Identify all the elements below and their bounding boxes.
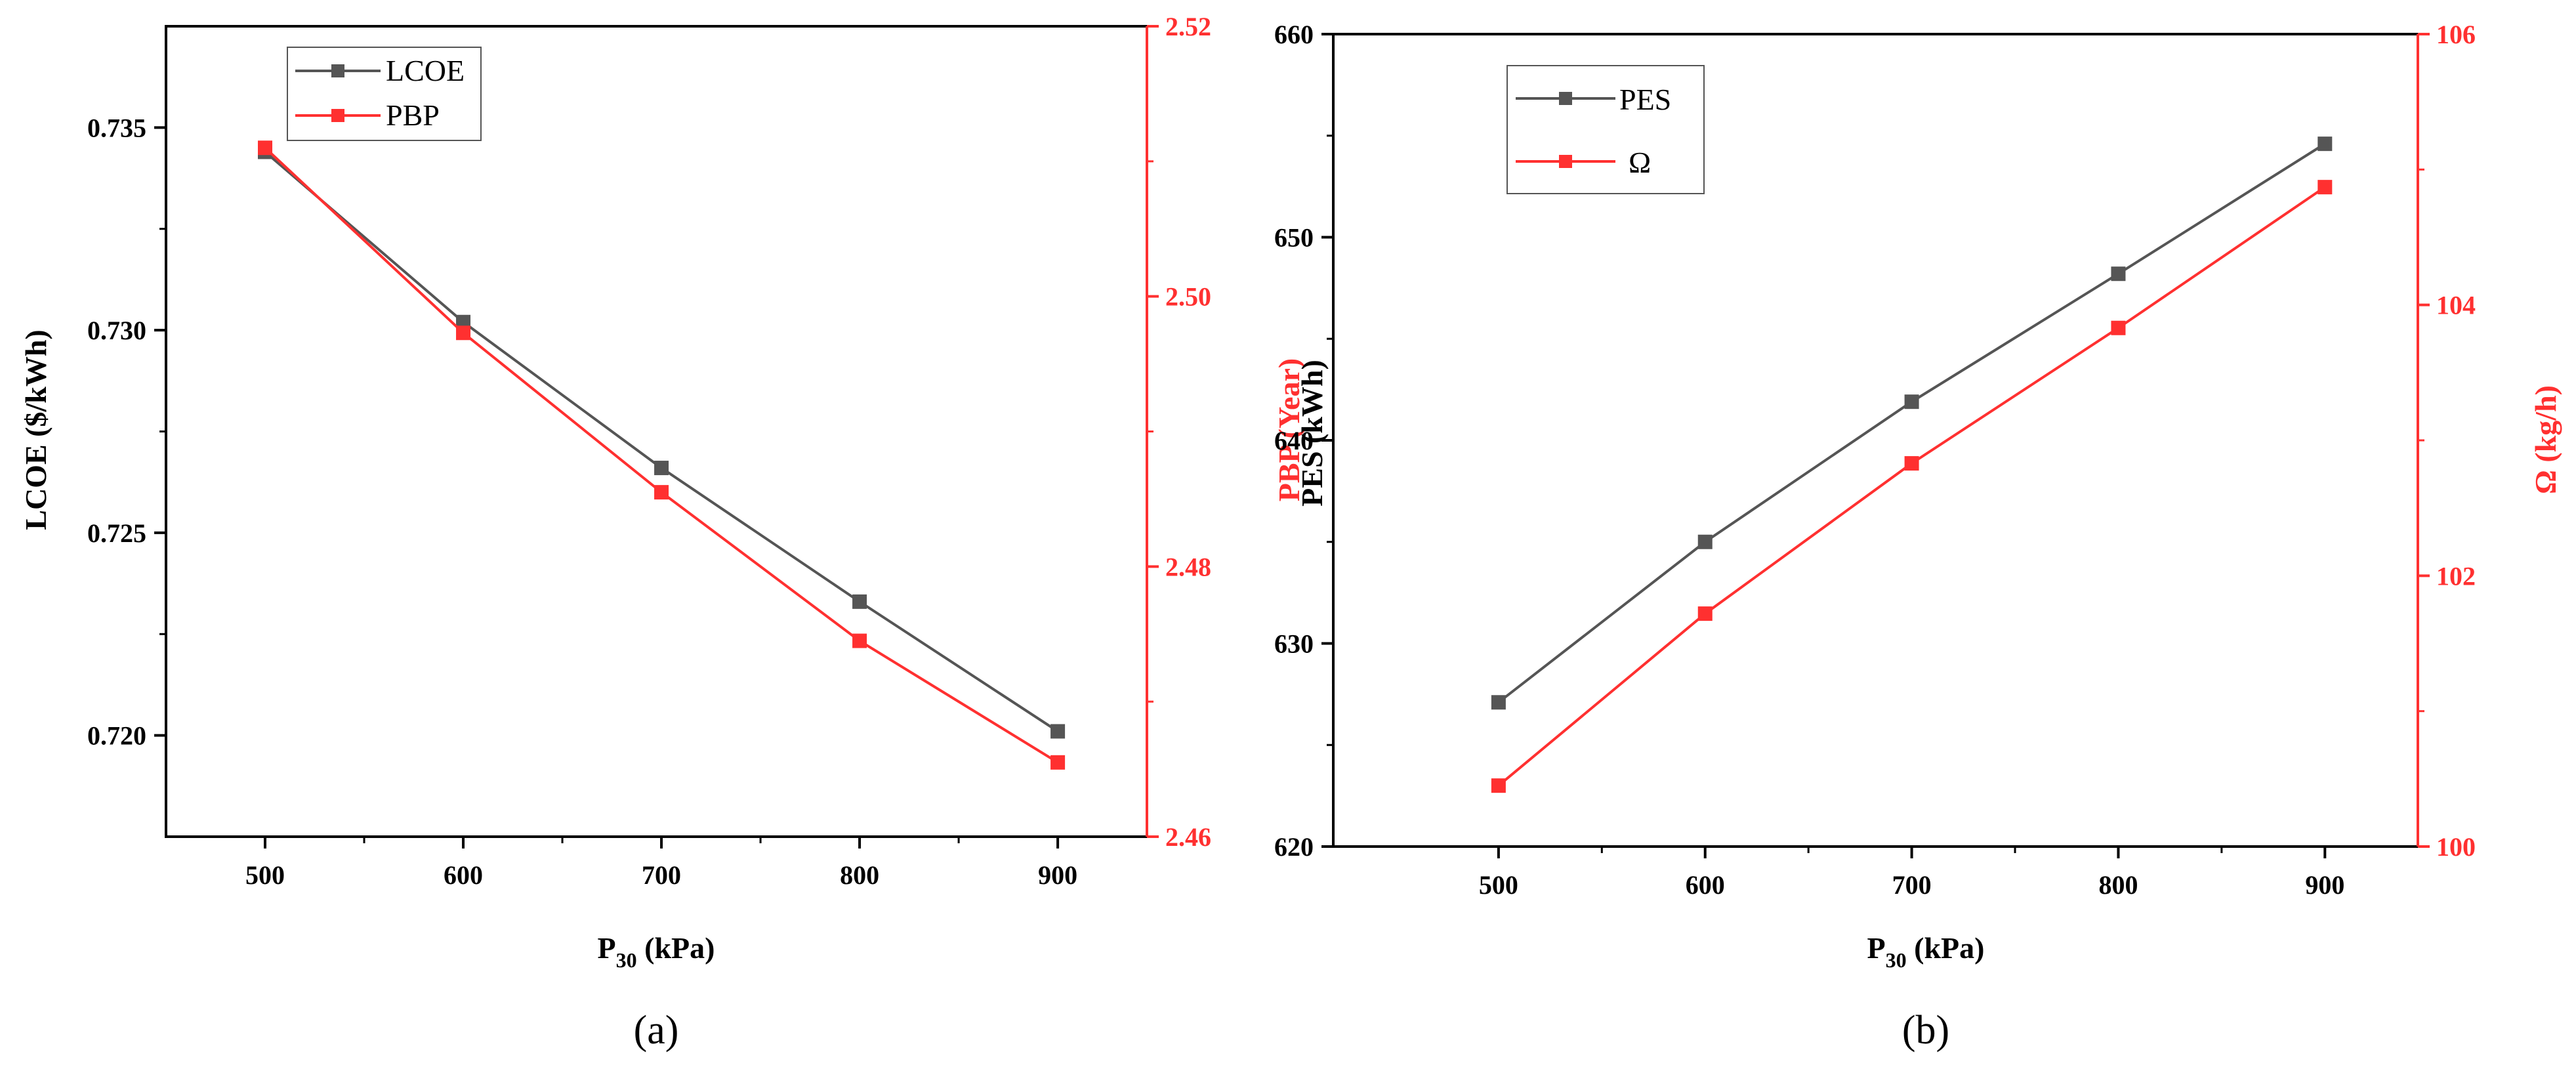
x-tick-label: 500	[245, 860, 285, 890]
y-right-tick-label: 2.46	[1165, 822, 1211, 852]
x-tick-label: 500	[1479, 870, 1518, 900]
data-point-pbp	[258, 140, 273, 156]
panel-caption-b: (b)	[1902, 1008, 1949, 1053]
legend-label-pes: PES	[1619, 83, 1671, 116]
y-right-tick-label: 2.48	[1165, 552, 1211, 581]
data-point-series1	[1697, 606, 1713, 621]
data-point-pes	[2111, 266, 2126, 282]
ticks-b: 500 600 700 800 900 620 630 640 650 660 100 102 104 1…	[1274, 20, 2476, 900]
data-point-pes	[1697, 534, 1713, 549]
y-axis-title-right-a: PBP (Year)	[1272, 358, 1306, 501]
x-tick-label: 800	[840, 860, 879, 890]
data-point-series1	[2111, 320, 2126, 335]
legend-marker-omega	[1559, 155, 1572, 168]
y-left-tick-label: 0.735	[87, 113, 146, 142]
y-axis-title-left-b: PES (kWh)	[1295, 360, 1329, 507]
data-point-lcoe	[852, 594, 867, 609]
data-point-pes	[1904, 394, 1919, 409]
data-point-lcoe	[1050, 724, 1066, 739]
marks-a	[258, 140, 1066, 770]
y-left-tick-label: 620	[1274, 832, 1314, 862]
data-point-series1	[2317, 180, 2333, 195]
plot-frame-b	[1332, 33, 2419, 848]
y-right-tick-label: 104	[2436, 291, 2476, 320]
x-axis-title-b: P30 (kPa)	[1867, 931, 1985, 972]
y-axis-title-right-b: Ω (kg/h)	[2529, 385, 2562, 494]
y-right-tick-label: 106	[2436, 20, 2476, 49]
data-point-lcoe	[654, 461, 669, 476]
x-tick-label: 700	[642, 860, 681, 890]
y-left-tick-label: 0.725	[87, 518, 146, 548]
y-left-tick-label: 660	[1274, 20, 1314, 49]
data-point-pes	[2317, 136, 2333, 152]
legend-marker-pbp	[331, 109, 344, 122]
legend-box-a	[287, 47, 482, 141]
legend-box-b	[1506, 65, 1705, 194]
legend-label-omega: Ω	[1629, 146, 1651, 179]
legend-a: LCOE PBP	[287, 47, 482, 141]
legend-marker-lcoe	[331, 64, 344, 77]
x-tick-label: 900	[1038, 860, 1077, 890]
marks-b	[1491, 136, 2333, 793]
plot-frame-a	[165, 25, 1148, 838]
y-left-tick-label: 640	[1274, 426, 1314, 455]
y-left-tick-label: 630	[1274, 629, 1314, 659]
chart-panel-b: 500 600 700 800 900 620 630 640 650 660 100 102 104 1…	[1274, 20, 2562, 1053]
series-line-series1	[1497, 186, 2326, 787]
y-left-tick-label: 0.730	[87, 316, 146, 345]
data-point-pbp	[654, 485, 669, 500]
x-tick-label: 600	[1686, 870, 1725, 900]
ticks-a: 500 600 700 800 900 0.720 0.725 0.730 0.735 2.46 2…	[87, 12, 1211, 890]
x-tick-label: 700	[1892, 870, 1932, 900]
y-right-tick-label: 102	[2436, 561, 2476, 591]
legend-label-pbp: PBP	[386, 98, 440, 132]
y-right-tick-label: 100	[2436, 832, 2476, 862]
panel-caption-a: (a)	[634, 1008, 679, 1053]
y-right-tick-label: 2.52	[1165, 12, 1211, 41]
data-point-pbp	[1050, 755, 1066, 770]
y-axis-title-left-a: LCOE ($/kWh)	[19, 329, 52, 530]
data-point-pes	[1491, 695, 1506, 710]
data-point-pbp	[852, 633, 867, 648]
x-tick-label: 600	[444, 860, 483, 890]
series-line-lcoe	[264, 150, 1059, 733]
x-axis-title-a: P30 (kPa)	[598, 931, 715, 972]
data-point-pbp	[456, 325, 471, 341]
y-right-tick-label: 2.50	[1165, 282, 1211, 312]
data-point-series1	[1491, 778, 1506, 793]
x-tick-label: 800	[2098, 870, 2138, 900]
series-line-pes	[1497, 142, 2326, 703]
legend-b: PES Ω	[1506, 65, 1705, 194]
y-left-tick-label: 650	[1274, 223, 1314, 253]
data-point-series1	[1904, 456, 1919, 471]
legend-marker-pes	[1559, 92, 1572, 105]
legend-label-lcoe: LCOE	[386, 54, 465, 87]
y-left-tick-label: 0.720	[87, 721, 146, 751]
series-line-pbp	[264, 146, 1059, 764]
x-tick-label: 900	[2305, 870, 2344, 900]
chart-panel-a: 500 600 700 800 900 0.720 0.725 0.730 0.735 2.46 2…	[19, 12, 1306, 1053]
